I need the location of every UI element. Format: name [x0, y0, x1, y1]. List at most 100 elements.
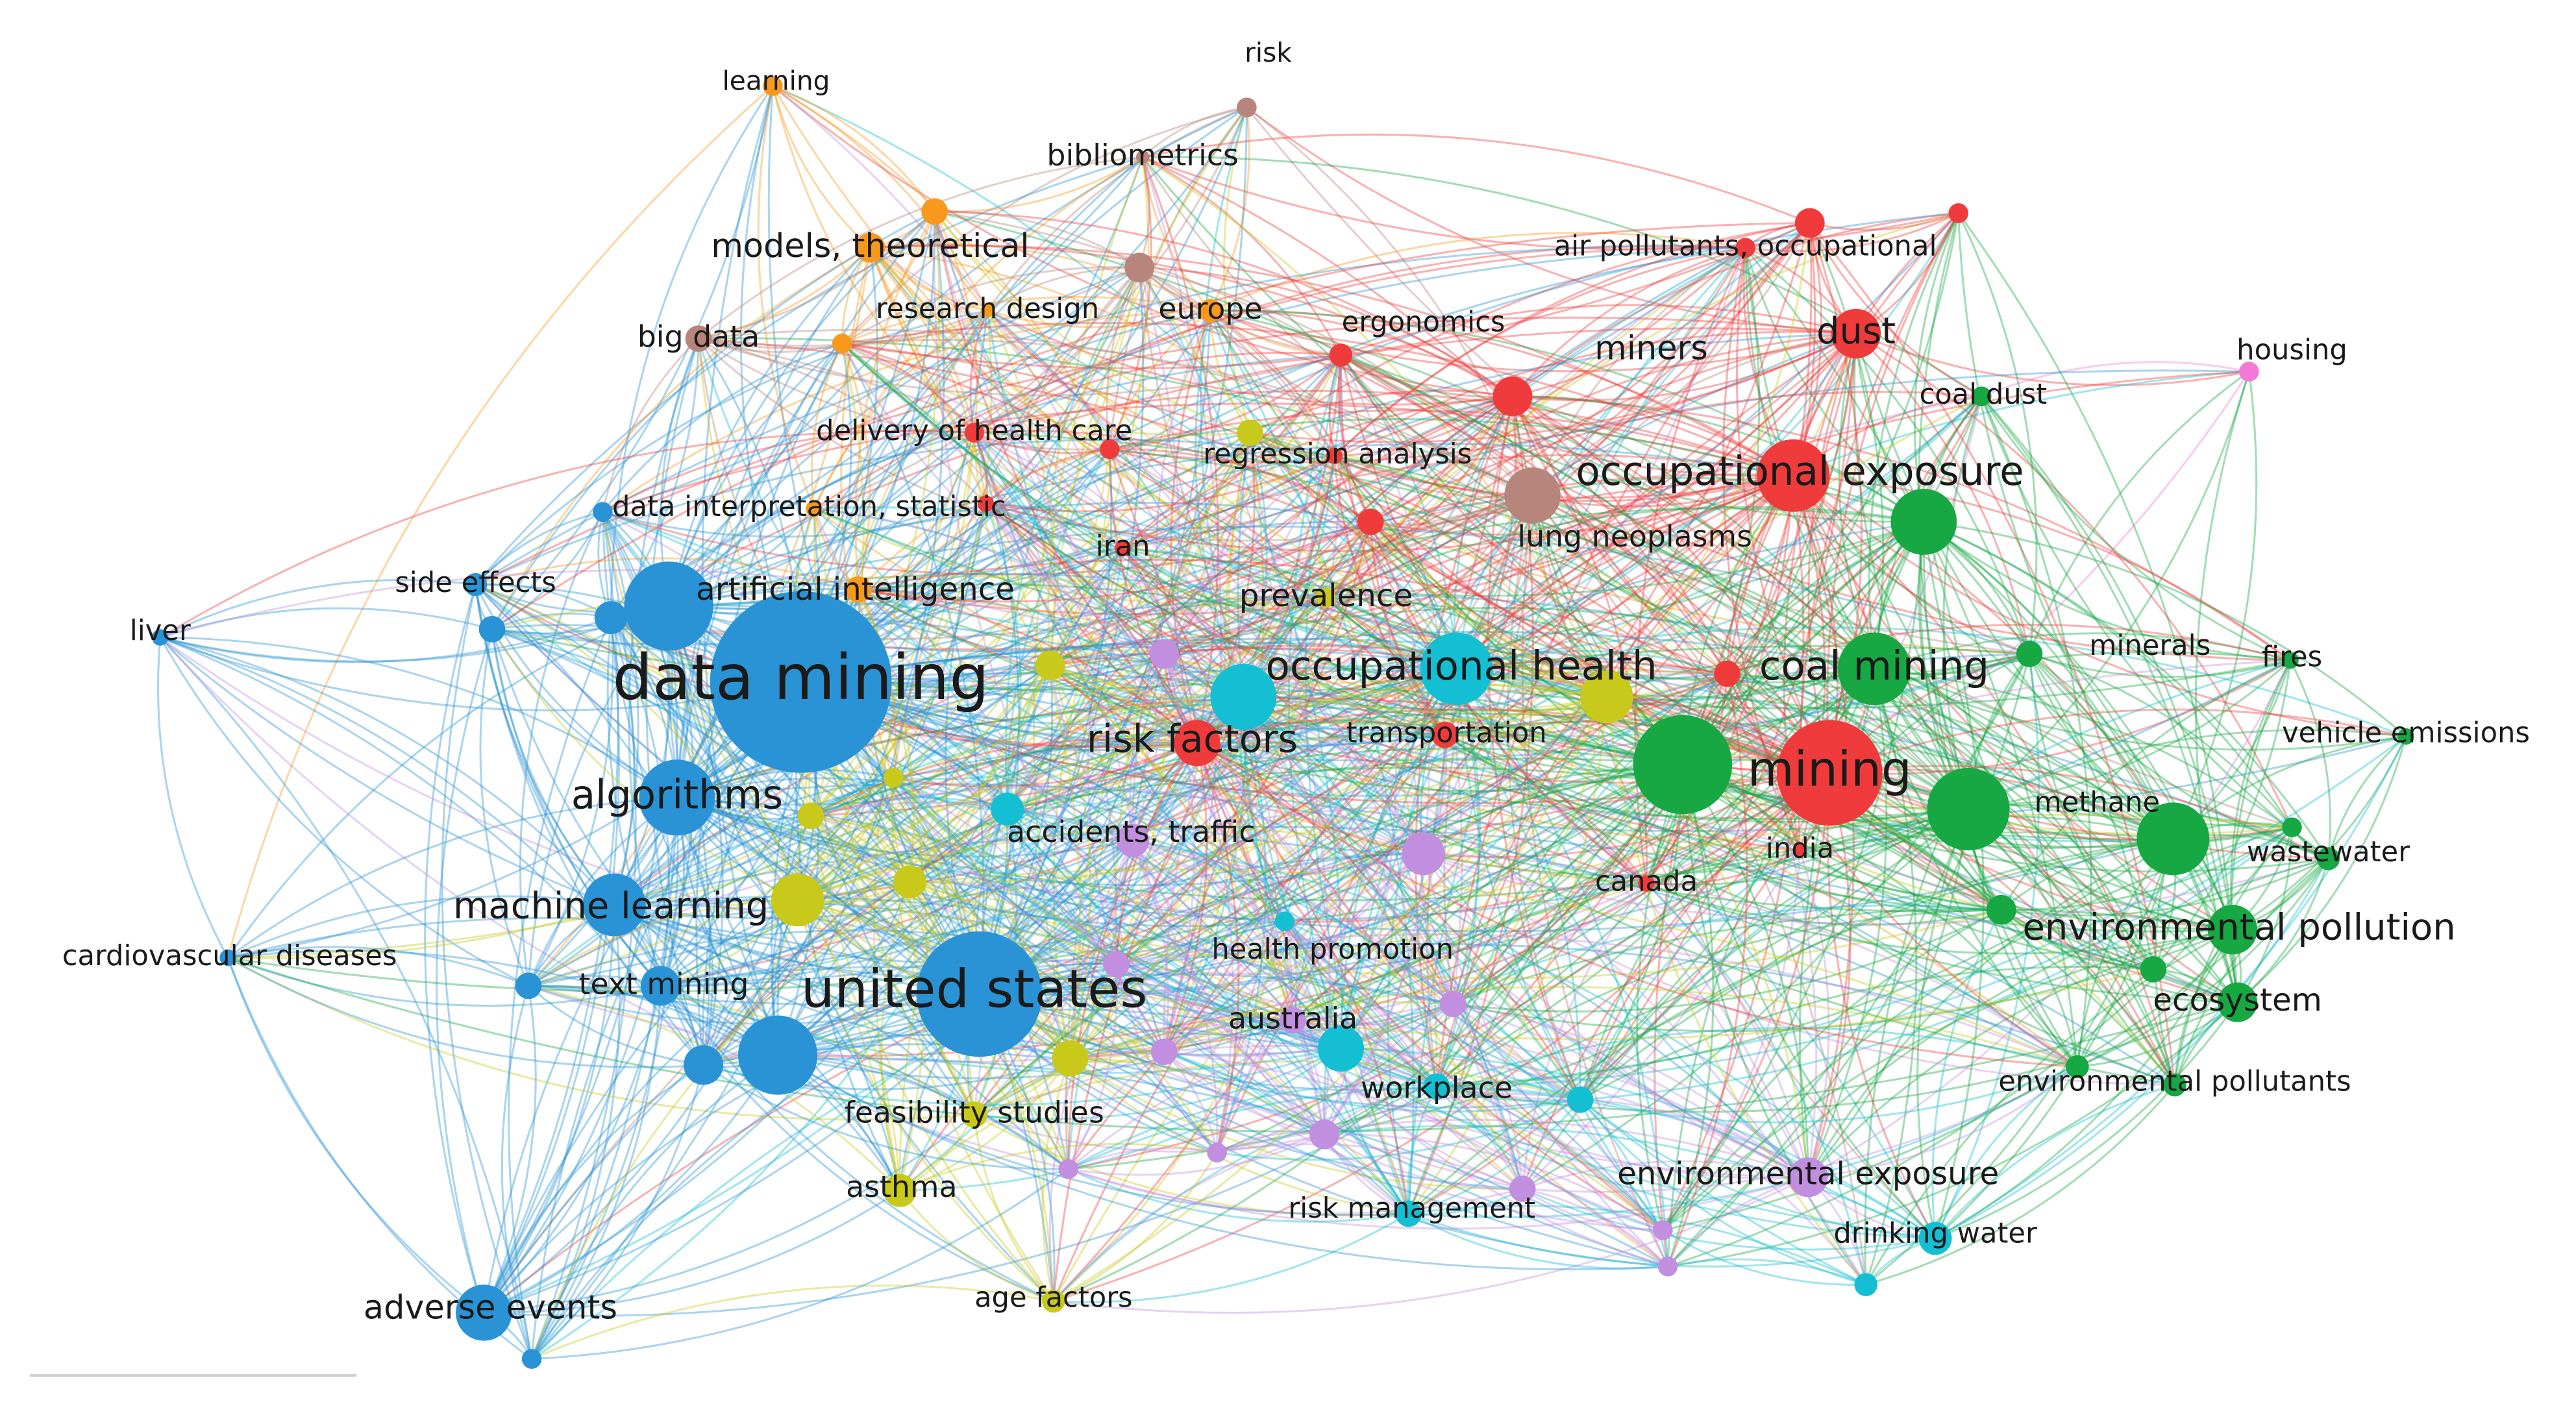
edge	[1826, 212, 1960, 773]
edge	[772, 85, 1457, 670]
edge	[1532, 474, 1794, 508]
edge	[979, 992, 1409, 1214]
edge	[1579, 1099, 1936, 1240]
edge	[810, 796, 1008, 817]
edge	[227, 950, 778, 1056]
edge	[1049, 473, 1794, 667]
edge	[1333, 454, 2238, 1003]
edge	[1139, 266, 1513, 397]
edge	[613, 776, 894, 906]
edge	[1069, 654, 1167, 1059]
edge	[483, 985, 662, 1314]
edge	[1407, 1086, 1438, 1214]
edge	[900, 1048, 1342, 1192]
edge	[2000, 909, 2153, 970]
edge	[613, 474, 1794, 906]
edge	[800, 653, 2030, 762]
edge	[910, 880, 1809, 1179]
edge	[800, 672, 2154, 970]
node-label: research design	[876, 293, 1099, 325]
edge	[978, 852, 1424, 995]
edge	[1681, 764, 1937, 1240]
edge	[698, 210, 935, 340]
edge	[1456, 395, 1983, 670]
edge	[1243, 696, 1438, 1087]
edge	[1243, 696, 1454, 1005]
edge	[668, 525, 2030, 655]
node	[1776, 720, 1883, 826]
edge	[1050, 664, 1454, 1005]
edge	[858, 589, 1133, 842]
edge	[1662, 521, 1925, 1231]
edge	[668, 587, 1165, 655]
edge	[666, 606, 779, 1056]
edge	[227, 596, 1327, 959]
edge	[1422, 852, 1647, 890]
edge	[1069, 597, 1327, 1059]
edge	[1163, 763, 1684, 1053]
edge	[974, 432, 1110, 454]
edge	[899, 1190, 1054, 1303]
edge	[1209, 310, 1372, 523]
edge	[1196, 743, 1437, 1088]
edge	[1931, 909, 2003, 1239]
edge	[2236, 827, 2294, 1003]
edge	[985, 448, 1110, 505]
edge	[1138, 267, 1331, 1135]
edge	[987, 310, 1524, 1190]
node	[1838, 632, 1911, 706]
edge	[475, 557, 860, 591]
edge	[698, 337, 1875, 670]
edge	[1727, 672, 2174, 840]
edge	[1793, 474, 2291, 661]
node	[1431, 721, 1458, 748]
edge	[800, 107, 1248, 683]
edge	[1370, 332, 1857, 523]
edge	[1829, 772, 2176, 1086]
node-label: europe	[1158, 291, 1262, 326]
edge	[1453, 1003, 1809, 1178]
edge	[1512, 395, 2291, 661]
edge	[978, 993, 1437, 1092]
edge	[800, 681, 1668, 1268]
edge	[909, 449, 1111, 883]
edge	[810, 815, 1326, 1135]
edge	[1444, 474, 1794, 736]
edge	[1873, 668, 2233, 931]
edge	[1325, 222, 1811, 599]
edge	[1456, 521, 1925, 670]
edge	[1808, 1066, 2078, 1179]
node	[771, 873, 824, 927]
node	[1309, 1119, 1339, 1150]
edge	[227, 796, 677, 959]
edge	[1052, 921, 1286, 1302]
node	[1174, 720, 1220, 767]
edge	[985, 503, 1082, 1059]
edge	[1196, 474, 1794, 744]
edge	[1681, 213, 1960, 765]
edge	[899, 1142, 1217, 1192]
edge	[858, 589, 1647, 885]
edge	[1935, 839, 2174, 1240]
edge	[1452, 1003, 1867, 1286]
edge	[973, 432, 1437, 1088]
edge	[1196, 742, 1683, 793]
edge	[1250, 432, 2002, 911]
edge	[2000, 909, 2079, 1067]
edge	[1209, 310, 1425, 854]
edge	[1340, 354, 1794, 477]
edge	[703, 333, 1857, 1066]
edge	[1007, 696, 1245, 811]
node-label: minerals	[2089, 630, 2211, 662]
edge	[813, 508, 1165, 655]
edge	[530, 681, 802, 1359]
edge	[1006, 665, 1051, 809]
edge	[1370, 521, 1728, 675]
edge	[475, 584, 1070, 1170]
edge	[1109, 448, 1809, 1178]
edge	[1340, 908, 2233, 1050]
edge	[1415, 396, 1514, 1087]
edge	[528, 985, 980, 1025]
edge	[1522, 1188, 1936, 1251]
